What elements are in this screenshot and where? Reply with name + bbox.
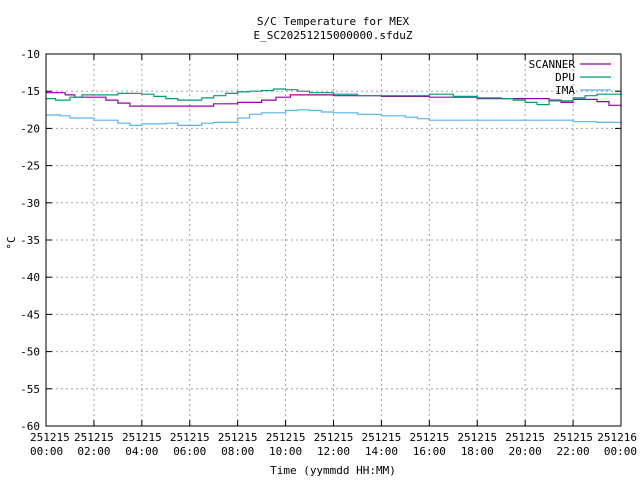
x-tick-time-label: 16:00	[413, 445, 446, 458]
x-tick-date-label: 251215	[30, 431, 70, 444]
x-tick-date-label: 251215	[74, 431, 114, 444]
x-tick-date-label: 251215	[409, 431, 449, 444]
x-tick-date-label: 251215	[122, 431, 162, 444]
legend-label-dpu: DPU	[555, 71, 575, 84]
x-tick-date-label: 251215	[505, 431, 545, 444]
x-tick-date-label: 251215	[362, 431, 402, 444]
y-tick-label: -25	[20, 160, 40, 173]
y-tick-label: -40	[20, 271, 40, 284]
x-tick-date-label: 251215	[553, 431, 593, 444]
x-tick-date-label: 251215	[218, 431, 258, 444]
x-tick-time-label: 20:00	[509, 445, 542, 458]
x-tick-time-label: 00:00	[30, 445, 63, 458]
x-axis-label: Time (yymmdd HH:MM)	[270, 464, 396, 477]
x-tick-time-label: 02:00	[77, 445, 110, 458]
x-tick-time-label: 10:00	[269, 445, 302, 458]
chart-subtitle: E_SC20251215000000.sfduZ	[254, 29, 413, 42]
x-tick-date-label: 251216	[597, 431, 637, 444]
x-tick-time-label: 08:00	[221, 445, 254, 458]
y-tick-label: -60	[20, 420, 40, 433]
y-tick-label: -50	[20, 346, 40, 359]
x-tick-date-label: 251215	[266, 431, 306, 444]
series-line-ima	[46, 109, 622, 126]
y-tick-labels: -10 -15 -20 -25 -30 -35 -40 -45 -50 -55 -60	[20, 48, 40, 433]
x-tick-time-label: 00:00	[604, 445, 637, 458]
grid	[46, 54, 621, 426]
chart-title: S/C Temperature for MEX	[257, 15, 410, 28]
legend-label-ima: IMA	[555, 84, 575, 97]
y-tick-label: -10	[20, 48, 40, 61]
x-tick-date-label: 251215	[314, 431, 354, 444]
x-tick-date-label: 251215	[170, 431, 210, 444]
x-tick-date-label: 251215	[457, 431, 497, 444]
y-axis-label: °C	[5, 236, 18, 249]
x-tick-time-label: 04:00	[125, 445, 158, 458]
x-tick-time-label: 14:00	[365, 445, 398, 458]
y-tick-label: -30	[20, 197, 40, 210]
y-tick-label: -55	[20, 383, 40, 396]
x-tick-time-label: 18:00	[461, 445, 494, 458]
x-tick-time-label: 06:00	[173, 445, 206, 458]
y-tick-label: -45	[20, 308, 40, 321]
series-layer	[46, 88, 622, 126]
series-line-dpu	[46, 88, 622, 106]
y-tick-label: -35	[20, 234, 40, 247]
axis-ticks	[45, 53, 622, 427]
x-tick-labels: 25121500:0025121502:0025121504:002512150…	[30, 431, 637, 458]
y-tick-label: -15	[20, 85, 40, 98]
x-tick-time-label: 22:00	[557, 445, 590, 458]
y-tick-label: -20	[20, 122, 40, 135]
legend-label-scanner: SCANNER	[529, 58, 576, 71]
x-tick-time-label: 12:00	[317, 445, 350, 458]
